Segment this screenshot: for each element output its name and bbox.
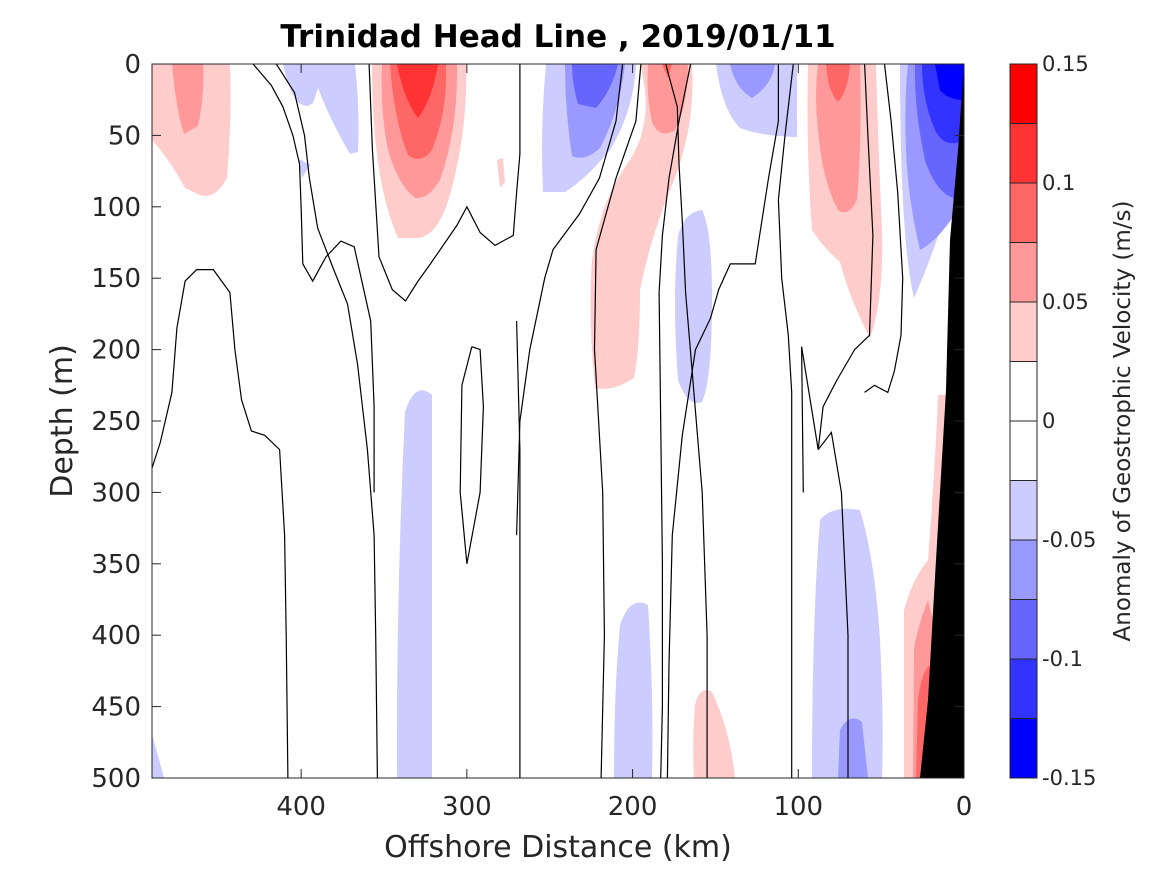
zero-contour-line	[801, 64, 874, 493]
colorbar-segment	[1010, 421, 1037, 481]
y-tick-label: 350	[91, 550, 141, 580]
contour-fill-positive	[497, 158, 505, 188]
colorbar-label: Anomaly of Geostrophic Velocity (m/s)	[1110, 201, 1136, 642]
zero-contour-line	[152, 269, 289, 778]
contour-fill-negative	[152, 735, 164, 778]
colorbar-tick-label: 0.1	[1042, 171, 1075, 195]
zero-contour-line	[864, 64, 904, 394]
contour-fill-positive	[826, 64, 850, 102]
contour-fill-positive	[816, 64, 861, 213]
y-axis-label: Depth (m)	[45, 344, 80, 498]
x-tick-label: 400	[276, 792, 326, 822]
colorbar-tick-label: -0.1	[1042, 647, 1083, 671]
contour-fill-positive	[172, 64, 204, 134]
contour-fill-negative	[283, 64, 359, 154]
colorbar-segment	[1010, 599, 1037, 659]
colorbar-segment	[1010, 64, 1037, 124]
contour-fill-negative	[572, 64, 618, 108]
zero-contour-line	[658, 64, 692, 778]
contour-fills	[152, 64, 964, 778]
contour-fill-negative	[298, 158, 310, 178]
colorbar-tick-label: 0.15	[1042, 52, 1089, 76]
y-tick-label: 150	[91, 264, 141, 294]
y-tick-label: 300	[91, 478, 141, 508]
zero-contour-line	[459, 346, 485, 564]
contour-fill-negative	[935, 64, 964, 100]
x-tick-label: 200	[608, 792, 658, 822]
colorbar-segment	[1010, 718, 1037, 778]
colorbar-segment	[1010, 361, 1037, 421]
x-axis-label: Offshore Distance (km)	[384, 830, 732, 865]
colorbar-frame	[1009, 63, 1038, 779]
colorbar-tick-label: 0	[1042, 409, 1055, 433]
colorbar-segment	[1010, 183, 1037, 243]
y-tick-label: 400	[91, 621, 141, 651]
contour-fill-negative	[812, 508, 883, 778]
colorbar-segment	[1010, 123, 1037, 183]
y-tick-label: 500	[91, 764, 141, 794]
x-tick-label: 0	[956, 792, 973, 822]
colorbar-segment	[1010, 302, 1037, 362]
y-tick-label: 250	[91, 407, 141, 437]
contour-fill-negative	[614, 602, 653, 778]
contour-fill-negative	[716, 64, 797, 137]
y-tick-label: 0	[124, 50, 141, 80]
colorbar: -0.15 -0.1 -0.05 0 0.05 0.1 0.15	[1009, 52, 1096, 790]
colorbar-tick-label: -0.15	[1042, 766, 1096, 790]
zero-contour-line	[817, 430, 849, 778]
zero-contour-lines	[152, 64, 904, 778]
x-axis-ticks: 400 300 200 100 0	[276, 64, 972, 822]
x-tick-label: 300	[442, 792, 492, 822]
x-tick-label: 100	[773, 792, 823, 822]
y-tick-label: 50	[108, 121, 141, 151]
colorbar-segment	[1010, 242, 1037, 302]
plot-area	[152, 64, 964, 778]
contour-fill-negative	[838, 718, 868, 778]
y-tick-label: 450	[91, 693, 141, 723]
zero-contour-line	[275, 64, 378, 778]
colorbar-tick-label: 0.05	[1042, 290, 1089, 314]
contour-fill-positive	[152, 64, 231, 196]
zero-contour-line	[516, 320, 521, 778]
y-tick-label: 100	[91, 193, 141, 223]
colorbar-segment	[1010, 659, 1037, 719]
bathymetry-mask	[920, 64, 964, 778]
contour-fill-negative	[675, 210, 712, 404]
colorbar-segment	[1010, 540, 1037, 600]
contour-fill-negative	[396, 390, 432, 778]
contour-fill-positive	[590, 64, 693, 389]
colorbar-segment	[1010, 480, 1037, 540]
zero-contour-line	[666, 64, 779, 778]
zero-contour-line	[516, 64, 624, 536]
colorbar-tick-label: -0.05	[1042, 528, 1096, 552]
zero-contour-line	[252, 64, 375, 493]
zero-contour-line	[593, 64, 642, 778]
chart-title: Trinidad Head Line , 2019/01/11	[280, 19, 835, 55]
y-axis-ticks: 0 50 100 150 200 250 300 350 400 450 500	[91, 50, 964, 794]
contour-fill-positive	[397, 64, 438, 118]
contour-fill-positive	[693, 690, 735, 778]
y-tick-label: 200	[91, 336, 141, 366]
zero-contour-line	[777, 64, 794, 778]
zero-contour-line	[368, 64, 521, 302]
contour-fill-negative	[730, 64, 775, 98]
